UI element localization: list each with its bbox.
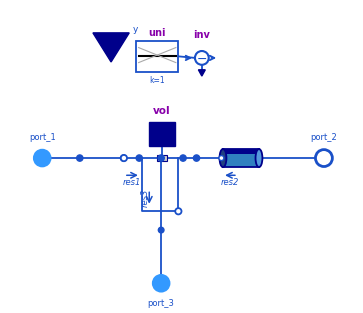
Bar xyxy=(223,149,259,154)
Circle shape xyxy=(180,155,186,161)
Text: −: − xyxy=(197,53,207,66)
Text: port_2: port_2 xyxy=(310,133,337,142)
Circle shape xyxy=(193,155,200,161)
Text: port_3: port_3 xyxy=(148,299,175,308)
Bar xyxy=(148,122,175,146)
Circle shape xyxy=(195,51,209,65)
Ellipse shape xyxy=(256,149,262,167)
Text: res1: res1 xyxy=(123,178,142,187)
Circle shape xyxy=(315,150,333,167)
Text: res2: res2 xyxy=(221,178,239,187)
Bar xyxy=(156,155,167,161)
Circle shape xyxy=(158,227,164,233)
Text: inv: inv xyxy=(193,30,210,40)
Ellipse shape xyxy=(220,149,227,167)
Circle shape xyxy=(219,156,224,161)
Circle shape xyxy=(175,208,182,214)
Circle shape xyxy=(121,155,127,161)
Circle shape xyxy=(158,155,164,161)
Circle shape xyxy=(153,275,170,292)
Bar xyxy=(136,41,178,72)
Text: vol: vol xyxy=(153,106,171,116)
Text: k=1: k=1 xyxy=(150,76,165,85)
Polygon shape xyxy=(93,33,129,62)
Text: uni: uni xyxy=(148,28,166,38)
Text: res3: res3 xyxy=(140,189,150,207)
Circle shape xyxy=(136,155,142,161)
Text: y: y xyxy=(132,25,138,34)
Circle shape xyxy=(77,155,83,161)
Circle shape xyxy=(34,150,51,167)
Polygon shape xyxy=(199,70,205,76)
Text: port_1: port_1 xyxy=(29,133,56,142)
Circle shape xyxy=(121,155,127,161)
Bar xyxy=(223,149,259,167)
